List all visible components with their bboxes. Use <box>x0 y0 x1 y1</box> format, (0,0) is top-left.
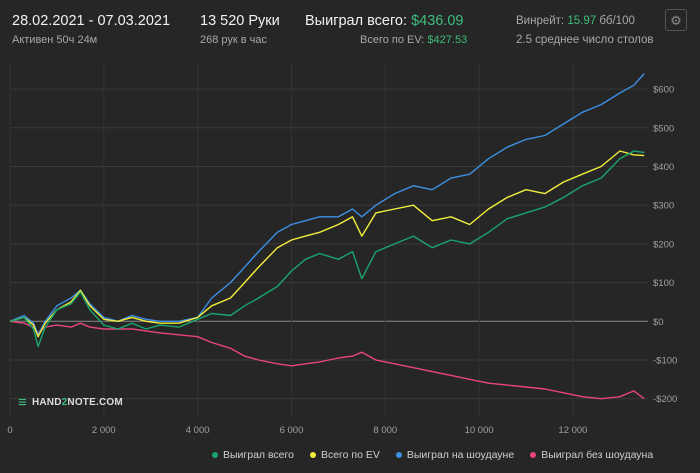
logo-text-hand: HAND <box>31 397 62 408</box>
chart-legend: Выиграл всего Всего по EV Выиграл на шоу… <box>212 449 653 461</box>
y-tick-label: $0 <box>653 317 664 328</box>
legend-item-non-showdown[interactable]: Выиграл без шоудауна <box>530 449 653 461</box>
y-tick-label: -$100 <box>653 355 677 366</box>
legend-label: Выиграл на шоудауне <box>406 449 515 461</box>
x-tick-label: 4 000 <box>186 425 210 436</box>
x-tick-label: 6 000 <box>280 425 304 436</box>
y-tick-label: $600 <box>653 85 674 96</box>
hand2note-logo-icon: ≡ <box>18 394 27 411</box>
legend-item-won-total[interactable]: Выиграл всего <box>212 449 294 461</box>
y-tick-label: -$200 <box>653 394 677 405</box>
winrate-unit: бб/100 <box>599 15 635 27</box>
ev-total-label: Всего по EV: <box>360 34 425 46</box>
hand2note-logo: ≡ HAND2NOTE.COM <box>18 394 123 411</box>
series-line-ev-total <box>9 150 645 338</box>
series-line-non-showdown <box>9 320 645 400</box>
date-range: 28.02.2021 - 07.03.2021 <box>12 13 171 29</box>
x-tick-label: 0 <box>7 425 12 436</box>
hands-count: 13 520 Руки <box>200 13 280 29</box>
winrate-value: 15.97 <box>567 15 597 27</box>
x-tick-label: 2 000 <box>92 425 116 436</box>
legend-dot-icon <box>530 452 537 458</box>
legend-dot-icon <box>212 452 218 458</box>
y-tick-label: $100 <box>653 278 674 289</box>
y-tick-label: $400 <box>653 162 674 173</box>
winrate-label: Винрейт: <box>516 15 565 27</box>
legend-item-ev-total[interactable]: Всего по EV <box>309 449 380 461</box>
series-line-won-total <box>9 150 645 348</box>
won-total-label: Выиграл всего: <box>305 13 408 29</box>
avg-tables: 2.5 среднее число столов <box>516 34 654 46</box>
active-time: Активен 50ч 24м <box>12 34 98 46</box>
ev-total-summary: Всего по EV: $427.53 <box>360 34 467 46</box>
x-tick-label: 8 000 <box>373 425 397 436</box>
legend-label: Выиграл без шоудауна <box>541 449 654 461</box>
y-tick-label: $500 <box>653 123 674 134</box>
legend-dot-icon <box>309 452 316 458</box>
winrate-summary: Винрейт: 15.97 бб/100 <box>516 15 635 27</box>
legend-label: Всего по EV <box>320 449 380 461</box>
x-tick-label: 12 000 <box>558 425 587 436</box>
settings-gear-icon[interactable]: ⚙ <box>665 9 687 31</box>
y-tick-label: $300 <box>653 201 674 212</box>
legend-dot-icon <box>395 452 402 458</box>
won-total-value: $436.09 <box>411 13 464 29</box>
hands-per-hour: 268 рук в час <box>200 34 268 46</box>
legend-label: Выиграл всего <box>223 449 294 461</box>
won-total-summary: Выиграл всего: $436.09 <box>305 13 463 29</box>
logo-text-two: 2 <box>61 397 68 408</box>
logo-text: HAND2NOTE.COM <box>32 397 123 408</box>
ev-total-value: $427.53 <box>427 34 468 46</box>
legend-item-showdown[interactable]: Выиграл на шоудауне <box>395 449 515 461</box>
y-tick-label: $200 <box>653 239 674 250</box>
logo-text-note: NOTE.COM <box>67 397 123 408</box>
x-tick-label: 10 000 <box>465 425 494 436</box>
